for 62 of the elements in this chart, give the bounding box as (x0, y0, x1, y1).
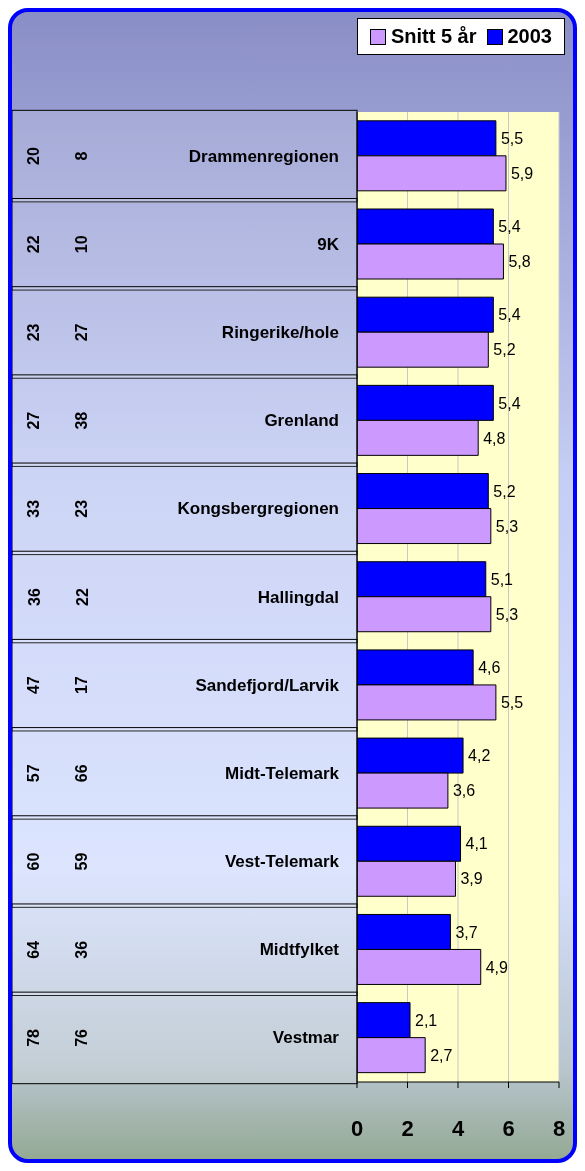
data-label: 4,8 (483, 429, 506, 447)
text: 47 (25, 676, 43, 695)
text: 66 (73, 764, 91, 783)
data-label: 5,3 (495, 605, 519, 623)
legend-label: 2003 (506, 25, 552, 48)
text: 33 (25, 499, 43, 518)
legend-label: Snitt 5 år (389, 25, 477, 48)
y-tick-label: Midtfylket (259, 940, 340, 960)
data-label: 4,2 (468, 747, 491, 765)
data-label: 4,6 (478, 659, 501, 677)
text: 27 (25, 411, 43, 430)
x-tick-label: 2 (401, 1115, 414, 1141)
text: 64 (25, 940, 43, 959)
text: 38 (73, 411, 91, 430)
data-label: 5,4 (498, 306, 521, 324)
data-label: 5,4 (498, 394, 521, 412)
y-tick-label: Ringerike/hole (221, 322, 339, 342)
text: 36 (73, 940, 91, 959)
text: 57 (25, 764, 43, 783)
text: 8 (73, 151, 91, 161)
y-tick-label: Drammenregionen (188, 146, 339, 166)
x-tick-label: 0 (350, 1115, 364, 1141)
data-label: 3,6 (452, 782, 476, 800)
data-label: 5,5 (500, 130, 524, 147)
y-tick-label: Hallingdal (257, 587, 339, 607)
y-tick-label: Kongsbergregionen (177, 499, 339, 519)
text: 60 (25, 852, 43, 871)
data-label: 5,3 (495, 517, 519, 535)
text: 23 (25, 323, 43, 342)
data-label: 5,2 (493, 482, 516, 500)
y-tick-label: Vestmar (272, 1028, 340, 1048)
x-tick-label: 8 (552, 1115, 566, 1141)
y-tick-label: Vest-Telemark (224, 852, 340, 872)
text: 59 (73, 852, 91, 871)
text: 78 (25, 1028, 43, 1047)
text: 27 (73, 323, 91, 342)
text: 23 (73, 499, 91, 518)
data-label: 4,9 (485, 958, 509, 976)
text: 22 (25, 235, 43, 254)
data-label: 3,9 (460, 870, 483, 888)
data-label: 4,1 (465, 835, 488, 853)
text: 10 (73, 235, 91, 254)
text: 22 (73, 588, 91, 606)
data-label: 5,5 (500, 694, 524, 712)
data-label: 5,2 (493, 341, 516, 359)
y-tick-label: Sandefjord/Larvik (195, 675, 340, 695)
x-tick-label: 6 (502, 1115, 515, 1141)
data-label: 5,1 (490, 570, 514, 588)
y-tick-label: 9K (317, 234, 340, 254)
text: 76 (73, 1028, 91, 1047)
x-tick-label: 4 (451, 1115, 465, 1141)
data-label: 5,8 (508, 253, 531, 271)
text: 17 (73, 676, 91, 695)
text: 36 (25, 588, 43, 606)
text: 20 (25, 147, 43, 165)
y-tick-label: Midt-Telemark (225, 763, 340, 783)
data-label: 5,9 (510, 165, 534, 182)
y-tick-label: Grenland (264, 411, 339, 431)
data-label: 5,4 (498, 218, 521, 236)
data-label: 2,7 (430, 1046, 453, 1064)
data-label: 2,1 (415, 1011, 438, 1029)
data-label: 3,7 (455, 923, 478, 941)
